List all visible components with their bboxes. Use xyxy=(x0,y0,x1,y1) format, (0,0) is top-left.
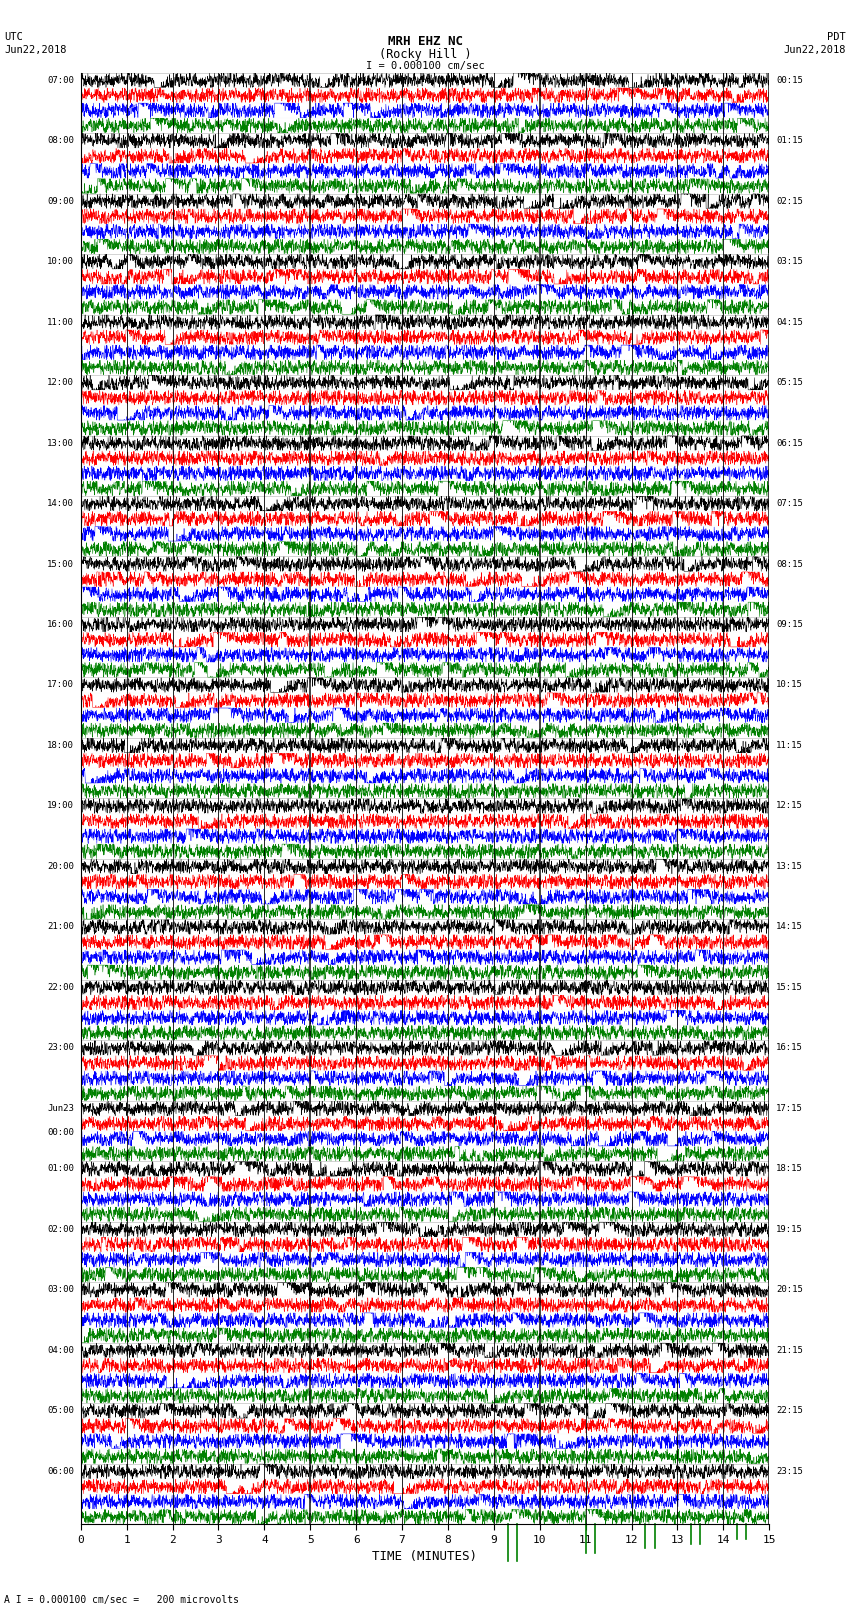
Text: 07:15: 07:15 xyxy=(776,498,803,508)
Text: 12:15: 12:15 xyxy=(776,802,803,810)
Text: 23:15: 23:15 xyxy=(776,1466,803,1476)
Text: 13:15: 13:15 xyxy=(776,861,803,871)
Text: 01:00: 01:00 xyxy=(47,1165,74,1173)
Text: 14:00: 14:00 xyxy=(47,498,74,508)
X-axis label: TIME (MINUTES): TIME (MINUTES) xyxy=(372,1550,478,1563)
Text: 08:15: 08:15 xyxy=(776,560,803,568)
Text: 13:00: 13:00 xyxy=(47,439,74,447)
Text: PDT: PDT xyxy=(827,32,846,42)
Text: 00:00: 00:00 xyxy=(47,1127,74,1137)
Text: (Rocky Hill ): (Rocky Hill ) xyxy=(379,48,471,61)
Text: 16:00: 16:00 xyxy=(47,619,74,629)
Text: 20:15: 20:15 xyxy=(776,1286,803,1294)
Text: 04:00: 04:00 xyxy=(47,1345,74,1355)
Text: 02:15: 02:15 xyxy=(776,197,803,205)
Text: 19:15: 19:15 xyxy=(776,1224,803,1234)
Text: 18:15: 18:15 xyxy=(776,1165,803,1173)
Text: 05:15: 05:15 xyxy=(776,377,803,387)
Text: I = 0.000100 cm/sec: I = 0.000100 cm/sec xyxy=(366,61,484,71)
Text: A I = 0.000100 cm/sec =   200 microvolts: A I = 0.000100 cm/sec = 200 microvolts xyxy=(4,1595,239,1605)
Text: 22:15: 22:15 xyxy=(776,1407,803,1415)
Text: 14:15: 14:15 xyxy=(776,923,803,931)
Text: 01:15: 01:15 xyxy=(776,135,803,145)
Text: 23:00: 23:00 xyxy=(47,1044,74,1052)
Text: MRH EHZ NC: MRH EHZ NC xyxy=(388,35,462,48)
Text: 18:00: 18:00 xyxy=(47,740,74,750)
Text: 15:15: 15:15 xyxy=(776,982,803,992)
Text: Jun23: Jun23 xyxy=(47,1103,74,1113)
Text: Jun22,2018: Jun22,2018 xyxy=(783,45,846,55)
Text: 08:00: 08:00 xyxy=(47,135,74,145)
Text: 03:15: 03:15 xyxy=(776,256,803,266)
Text: 07:00: 07:00 xyxy=(47,76,74,84)
Text: 02:00: 02:00 xyxy=(47,1224,74,1234)
Text: 05:00: 05:00 xyxy=(47,1407,74,1415)
Text: 06:00: 06:00 xyxy=(47,1466,74,1476)
Text: 06:15: 06:15 xyxy=(776,439,803,447)
Text: 21:00: 21:00 xyxy=(47,923,74,931)
Text: 11:15: 11:15 xyxy=(776,740,803,750)
Text: 09:15: 09:15 xyxy=(776,619,803,629)
Text: Jun22,2018: Jun22,2018 xyxy=(4,45,67,55)
Text: 10:15: 10:15 xyxy=(776,681,803,689)
Text: 22:00: 22:00 xyxy=(47,982,74,992)
Text: 19:00: 19:00 xyxy=(47,802,74,810)
Text: 21:15: 21:15 xyxy=(776,1345,803,1355)
Text: 00:15: 00:15 xyxy=(776,76,803,84)
Text: 17:00: 17:00 xyxy=(47,681,74,689)
Text: 15:00: 15:00 xyxy=(47,560,74,568)
Text: 17:15: 17:15 xyxy=(776,1103,803,1113)
Text: 03:00: 03:00 xyxy=(47,1286,74,1294)
Text: 09:00: 09:00 xyxy=(47,197,74,205)
Text: 04:15: 04:15 xyxy=(776,318,803,326)
Text: 20:00: 20:00 xyxy=(47,861,74,871)
Text: 16:15: 16:15 xyxy=(776,1044,803,1052)
Text: 12:00: 12:00 xyxy=(47,377,74,387)
Text: UTC: UTC xyxy=(4,32,23,42)
Text: 10:00: 10:00 xyxy=(47,256,74,266)
Text: 11:00: 11:00 xyxy=(47,318,74,326)
